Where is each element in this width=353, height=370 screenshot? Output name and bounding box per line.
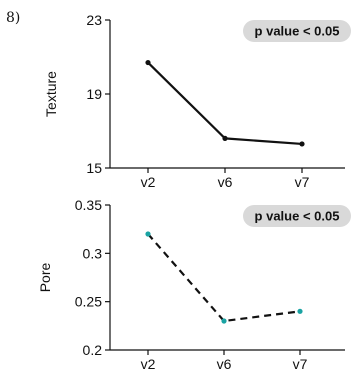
data-point [145, 59, 151, 66]
y-axis-label: Pore [37, 263, 53, 293]
y-tick-label: 19 [86, 86, 102, 102]
x-tick-label: v2 [141, 356, 156, 370]
series-line [147, 233, 301, 323]
y-axis-label: Texture [43, 71, 59, 117]
y-tick-label: 0.25 [75, 294, 102, 310]
p-value-text: p value < 0.05 [255, 24, 340, 39]
series-line [147, 61, 303, 146]
data-point [299, 141, 305, 147]
x-tick-label: v6 [218, 174, 233, 190]
data-point [221, 318, 227, 324]
y-tick-label: 0.35 [75, 197, 102, 213]
data-point [222, 135, 228, 141]
y-tick-label: 0.2 [83, 342, 103, 358]
y-tick-label: 15 [86, 160, 102, 176]
y-tick-label: 0.3 [83, 245, 103, 261]
panel-label: 8) [6, 10, 20, 26]
p-value-badge [243, 205, 351, 227]
x-tick-label: v2 [141, 174, 156, 190]
pore-chart: 0.2 0.25 0.3 0.35 v2 v6 v7 Pore p value < 0.05 [37, 197, 351, 370]
x-tick-label: v7 [293, 356, 308, 370]
p-value-text: p value < 0.05 [255, 209, 340, 224]
y-tick-label: 23 [86, 12, 102, 28]
data-point [297, 308, 303, 314]
data-point [145, 231, 151, 237]
x-tick-label: v6 [217, 356, 232, 370]
x-tick-label: v7 [295, 174, 310, 190]
texture-chart: 15 19 23 v2 v6 v7 Texture p value < 0.05 [43, 12, 351, 190]
p-value-badge [243, 20, 351, 42]
